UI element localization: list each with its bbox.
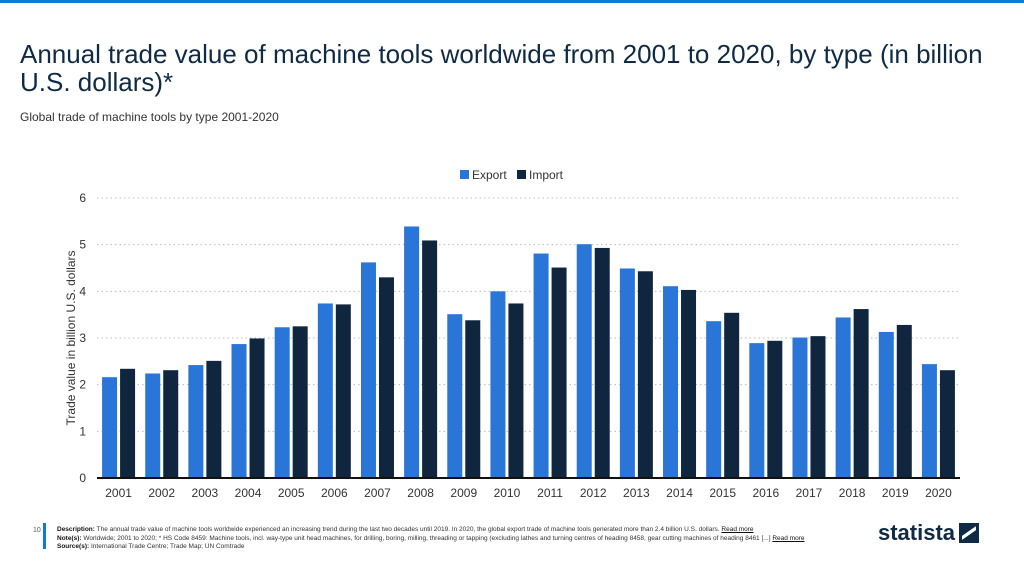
x-tick-label: 2003 xyxy=(192,486,219,500)
bar-import xyxy=(508,303,524,478)
chart-footer: Description: The annual trade value of m… xyxy=(57,526,857,552)
bar-export xyxy=(878,331,894,478)
x-tick-label: 2012 xyxy=(580,486,607,500)
x-tick-label: 2020 xyxy=(925,486,952,500)
x-tick-label: 2004 xyxy=(235,486,262,500)
x-tick-label: 2008 xyxy=(407,486,434,500)
bar-export xyxy=(533,253,549,478)
bar-import xyxy=(465,320,481,478)
description-label: Description: xyxy=(57,526,95,533)
page-title: Annual trade value of machine tools worl… xyxy=(20,39,983,97)
bar-import xyxy=(292,326,308,478)
bar-import xyxy=(896,324,912,478)
bar-export xyxy=(921,364,937,478)
bar-import xyxy=(551,267,567,478)
bar-export xyxy=(145,373,161,478)
bar-export xyxy=(576,244,592,478)
y-tick-label: 6 xyxy=(79,191,86,205)
bar-import xyxy=(637,271,653,478)
bar-export xyxy=(102,377,118,478)
sources-label: Source(s): xyxy=(57,543,90,550)
bar-import xyxy=(853,309,869,478)
bar-import xyxy=(939,370,955,478)
statista-logo-icon xyxy=(959,523,980,543)
bar-import xyxy=(810,336,826,478)
logo-text: statista xyxy=(878,520,956,545)
legend-label-export: Export xyxy=(472,168,507,182)
bar-export xyxy=(447,314,463,478)
page-subtitle: Global trade of machine tools by type 20… xyxy=(20,110,279,124)
bar-export xyxy=(749,343,765,478)
legend-swatch-export xyxy=(460,170,469,179)
x-tick-label: 2019 xyxy=(882,486,909,500)
bar-import xyxy=(206,360,222,478)
bar-export xyxy=(490,291,506,478)
bar-import xyxy=(681,289,697,478)
bar-import xyxy=(249,338,265,478)
bar-export xyxy=(706,321,722,478)
x-tick-label: 2002 xyxy=(148,486,175,500)
top-accent-bar xyxy=(0,0,1024,3)
notes-label: Note(s): xyxy=(57,534,82,542)
x-tick-label: 2017 xyxy=(796,486,823,500)
y-axis-label: Trade value in billion U.S. dollars xyxy=(64,251,78,426)
read-more-link[interactable]: Read more xyxy=(772,534,805,542)
bar-export xyxy=(835,317,851,478)
x-tick-label: 2014 xyxy=(666,486,693,500)
bar-export xyxy=(317,303,333,478)
bar-import xyxy=(422,240,438,478)
y-tick-label: 0 xyxy=(79,471,86,485)
legend-label-import: Import xyxy=(529,168,564,182)
bar-export xyxy=(360,262,376,478)
bar-export xyxy=(404,226,420,478)
bar-export xyxy=(619,268,635,478)
statista-logo[interactable]: statista xyxy=(878,520,980,546)
bar-export xyxy=(792,337,808,478)
x-tick-label: 2009 xyxy=(450,486,477,500)
notes-text: Worldwide; 2001 to 2020; * HS Code 8459:… xyxy=(83,534,771,542)
bar-import xyxy=(724,312,740,478)
y-tick-label: 3 xyxy=(79,331,86,345)
x-tick-label: 2018 xyxy=(839,486,866,500)
sources-text: International Trade Centre; Trade Map; U… xyxy=(90,543,245,550)
read-more-link[interactable]: Read more xyxy=(721,526,754,533)
legend-swatch-import xyxy=(517,170,526,179)
bar-import xyxy=(163,370,179,478)
bar-import xyxy=(594,247,610,478)
bar-import xyxy=(335,304,351,478)
x-tick-label: 2006 xyxy=(321,486,348,500)
bar-export xyxy=(231,344,247,478)
x-tick-label: 2010 xyxy=(494,486,521,500)
y-tick-label: 5 xyxy=(79,238,86,252)
y-tick-label: 1 xyxy=(79,424,86,438)
bar-export xyxy=(663,286,679,478)
x-tick-label: 2016 xyxy=(752,486,779,500)
x-tick-label: 2011 xyxy=(537,486,563,500)
bar-chart: 0 1 2 3 4 5 6 Trade value in billion U.S. dolla… xyxy=(64,168,960,500)
bar-export xyxy=(188,365,204,478)
x-tick-label: 2013 xyxy=(623,486,650,500)
description-text: The annual trade value of machine tools … xyxy=(96,526,720,533)
bar-export xyxy=(274,327,290,478)
bar-import xyxy=(120,368,136,478)
bar-import xyxy=(378,277,394,478)
y-tick-label: 4 xyxy=(79,284,86,298)
x-tick-label: 2001 xyxy=(105,486,132,500)
bar-import xyxy=(767,340,783,478)
page-number: 10 xyxy=(33,527,41,534)
x-tick-label: 2005 xyxy=(278,486,305,500)
x-tick-label: 2007 xyxy=(364,486,391,500)
page-accent-bar xyxy=(43,523,46,549)
x-tick-label: 2015 xyxy=(709,486,736,500)
y-tick-label: 2 xyxy=(79,378,86,392)
